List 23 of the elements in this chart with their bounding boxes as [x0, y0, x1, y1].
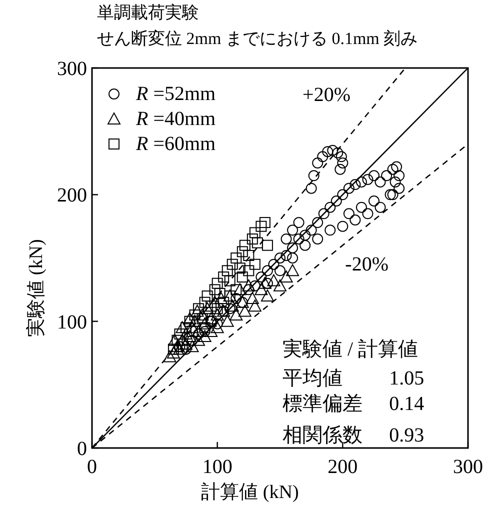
x-tick-label: 200: [328, 456, 358, 478]
annotation: 0.14: [389, 393, 424, 415]
annotation: 1.05: [389, 368, 424, 390]
x-tick-label: 300: [453, 456, 483, 478]
y-tick-label: 200: [57, 184, 87, 207]
x-tick-label: 100: [202, 456, 232, 478]
y-tick-label: 300: [57, 58, 87, 80]
annotation: 相関係数: [282, 424, 363, 447]
y-tick-label: 100: [57, 311, 87, 334]
chart-subtitle: せん断変位 2mm までにおける 0.1mm 刻み: [97, 29, 418, 48]
annotation: 実験値 / 計算値: [282, 338, 418, 361]
y-axis-title: 実験値 (kN): [25, 239, 47, 337]
annotation: +20%: [302, 84, 351, 106]
legend-label: R =52mm: [135, 83, 216, 105]
chart-title: 単調載荷実験: [97, 3, 199, 22]
y-tick-label: 0: [77, 438, 87, 460]
x-axis-title: 計算値 (kN): [201, 482, 299, 503]
annotation: 標準偏差: [282, 393, 363, 415]
annotation: -20%: [345, 254, 388, 276]
annotation: 0.93: [389, 424, 424, 447]
legend-label: R =40mm: [135, 108, 216, 130]
legend-label: R =60mm: [135, 133, 216, 155]
annotation: 平均値: [282, 368, 343, 390]
